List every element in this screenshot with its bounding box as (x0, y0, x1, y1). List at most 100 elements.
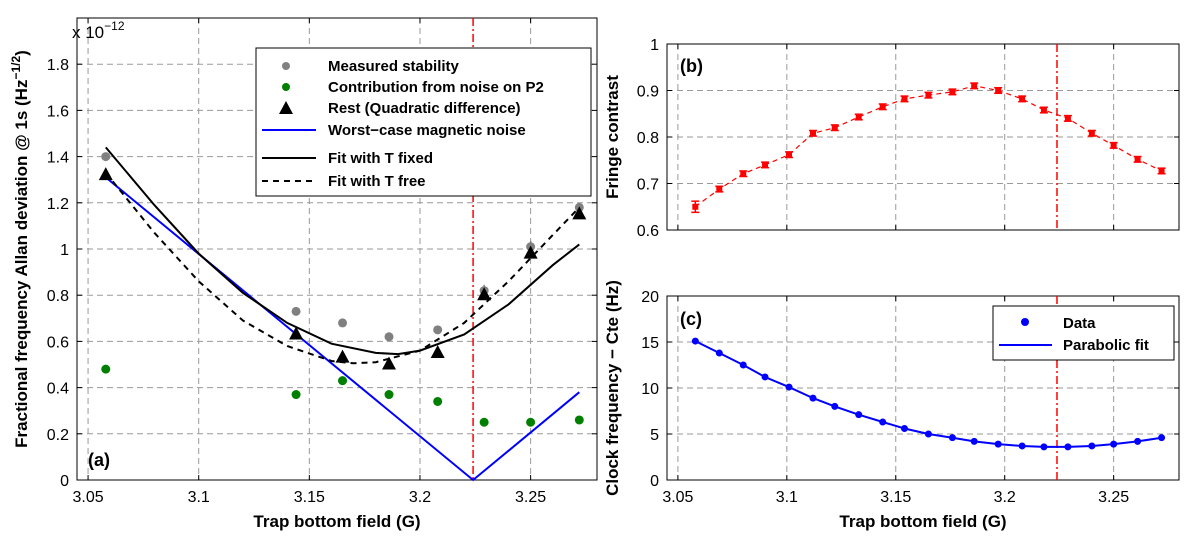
panel-a-point-contribution-from-noise-on-p2 (291, 390, 301, 400)
panel-b-ytick-label: 0.6 (637, 223, 659, 240)
legend-text-magnetic: Worst−case magnetic noise (328, 122, 526, 139)
panel-b-point (786, 151, 793, 158)
panel-a-ytick-label: 0 (60, 473, 69, 490)
panel-a-point-rest-quadratic-difference- (430, 344, 445, 358)
panel-b-point (971, 82, 978, 89)
panel-a-point-rest-quadratic-difference- (98, 167, 113, 181)
panel-a-point-contribution-from-noise-on-p2 (101, 364, 111, 374)
panel-b-point (901, 95, 908, 102)
panel-a-xlabel: Trap bottom field (G) (253, 512, 420, 531)
panel-b-point (716, 186, 723, 193)
panel-a-ytick-label: 1.4 (47, 150, 69, 167)
panel-c-legend: Data Parabolic fit (992, 305, 1175, 361)
panel-c-data-point (1064, 443, 1072, 451)
panel-c-ytick-label: 10 (641, 381, 659, 398)
legend-text-rest: Rest (Quadratic difference) (328, 100, 521, 117)
panel-a-ytick-label: 0.6 (47, 334, 69, 351)
legend-marker-rest (279, 101, 293, 114)
panel-b-series-line (694, 85, 1162, 208)
panel-a-point-rest-quadratic-difference- (382, 356, 396, 370)
panel-c-ytick-label: 0 (650, 473, 659, 490)
panel-c-data-point (948, 434, 956, 442)
panel-a-point-measured-stability (433, 325, 443, 335)
panel-b-ytick-label: 0.7 (637, 177, 659, 194)
panel-a-xtick-label: 3.2 (409, 489, 431, 506)
panel-b-point (740, 170, 747, 177)
panel-b-point (1110, 142, 1117, 149)
panel-c-data-point (831, 402, 839, 410)
panel-a-point-rest-quadratic-difference- (572, 206, 587, 220)
panel-c-ticks: 3.05 3.1 3.15 3.2 3.25 0 5 10 15 20 (641, 289, 1179, 506)
panel-c-ylabel: Clock frequency − Cte (Hz) (603, 280, 622, 496)
panel-b-grid (667, 43, 1179, 231)
panel-a-point-rest-quadratic-difference- (289, 326, 304, 340)
panel-b-ytick-label: 0.9 (637, 84, 659, 101)
panel-a-point-measured-stability (101, 152, 111, 162)
panel-a-point-rest-quadratic-difference- (477, 287, 492, 301)
panel-c-ytick-label: 20 (641, 289, 659, 306)
panel-a-point-contribution-from-noise-on-p2 (574, 415, 584, 425)
panel-a-point-contribution-from-noise-on-p2 (526, 417, 536, 427)
panel-a-xtick-label: 3.05 (72, 489, 103, 506)
panel-b-ylabel: Fringe contrast (603, 75, 622, 199)
panel-a-point-rest-quadratic-difference- (523, 245, 538, 259)
panel-b-point (1064, 115, 1071, 122)
panel-b-point (855, 114, 862, 121)
panel-a-ticks: 3.05 3.1 3.15 3.2 3.25 0 0.2 0.4 0.6 0.8 1 1.2 1.4 1.… (47, 18, 597, 506)
panel-a-point-contribution-from-noise-on-p2 (384, 390, 394, 400)
panel-a-line-fit-with-t-free (105, 172, 581, 365)
panel-b-ticks: 0.6 0.7 0.8 0.9 1 (637, 37, 1179, 240)
panel-c-data-point (1088, 442, 1096, 450)
panel-a-point-contribution-from-noise-on-p2 (479, 417, 489, 427)
legend-text-measured: Measured stability (328, 58, 460, 75)
panel-c-data-point (739, 361, 747, 369)
panel-c-ytick-label: 15 (641, 335, 659, 352)
panel-c-xtick-label: 3.2 (994, 489, 1016, 506)
panel-a-exponent: x 10−12 (72, 19, 125, 42)
panel-a-ylabel: Fractional frequency Allan deviation @ 1… (9, 50, 31, 448)
panel-b-point (809, 130, 816, 137)
panel-b-point (1134, 156, 1141, 163)
panel-c-data-point (900, 424, 908, 432)
panel-c-xtick-label: 3.25 (1098, 489, 1129, 506)
panel-a-ytick-label: 1.8 (47, 57, 69, 74)
panel-a-point-measured-stability (291, 306, 301, 316)
panel-c-data-point (924, 430, 932, 438)
panel-a-point-measured-stability (338, 318, 348, 328)
legend-text-data: Data (1063, 315, 1096, 332)
legend-text-p2-noise: Contribution from noise on P2 (328, 79, 544, 96)
panel-c-data-point (1134, 437, 1142, 445)
panel-c-data-point (970, 437, 978, 445)
panel-a-ytick-label: 1.2 (47, 196, 69, 213)
panel-b-point (1019, 95, 1026, 102)
panel-c-data-point (879, 418, 887, 426)
legend-marker-p2-noise (282, 83, 290, 91)
panel-c-data-point (1018, 442, 1026, 450)
panel-a-ytick-label: 0.4 (47, 381, 69, 398)
panel-a-point-measured-stability (384, 332, 394, 342)
panel-a-xtick-label: 3.15 (294, 489, 325, 506)
panel-b-ytick-label: 0.8 (637, 130, 659, 147)
panel-a-ytick-label: 0.2 (47, 427, 69, 444)
panel-b-point (762, 161, 769, 168)
legend-text-fit-free: Fit with T free (328, 173, 426, 190)
panel-c-data-point (1040, 443, 1048, 451)
panel-b-point (995, 87, 1002, 94)
panel-b-point (692, 203, 699, 210)
panel-b-point (831, 124, 838, 131)
panel-c-xlabel: Trap bottom field (G) (839, 512, 1006, 531)
panel-a-point-contribution-from-noise-on-p2 (433, 396, 443, 406)
panel-a-line-fit-with-t-fixed (105, 146, 580, 356)
panel-c-xtick-label: 3.05 (662, 489, 693, 506)
panel-b-series (691, 44, 1166, 230)
panel-c-data-point (691, 337, 699, 345)
panel-c-data-point (715, 349, 723, 357)
legend-marker-data (1021, 318, 1029, 326)
panel-a-series (98, 18, 587, 482)
panel-c-data-point (994, 440, 1002, 448)
panel-b-point (1088, 130, 1095, 137)
legend-text-fit-fixed: Fit with T fixed (328, 150, 433, 167)
panel-c-series (691, 296, 1166, 480)
panel-a: 3.05 3.1 3.15 3.2 3.25 0 0.2 0.4 0.6 0.8 1 1.2 1.4 1.… (9, 17, 598, 531)
